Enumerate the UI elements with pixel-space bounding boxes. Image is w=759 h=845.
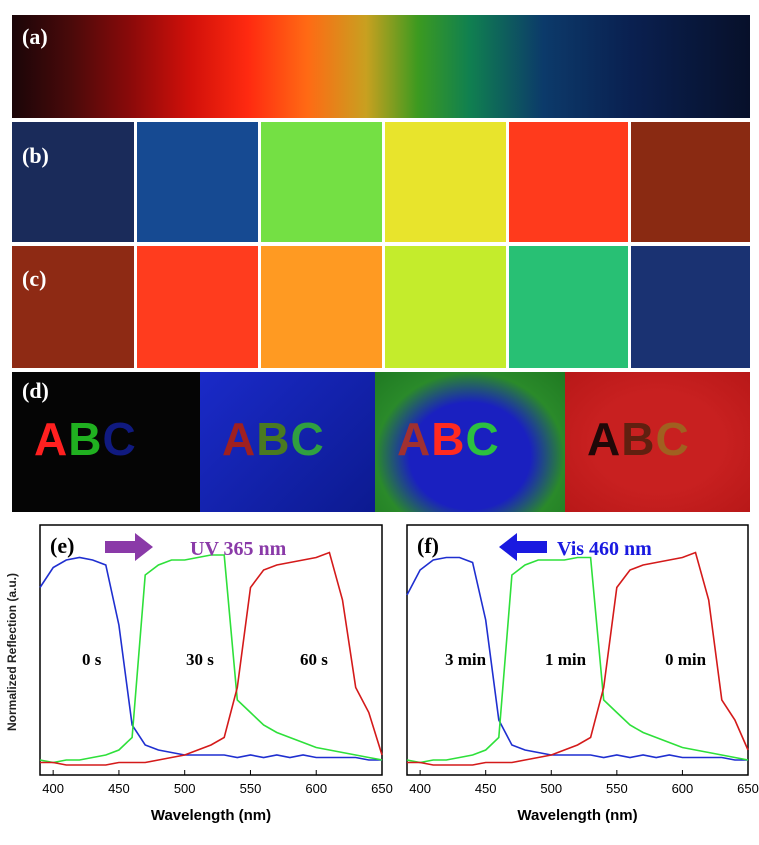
swatch [509,246,628,368]
letter: A [222,413,257,465]
panel-a [12,15,750,118]
photo: ABC [12,372,200,512]
x-tick-label: 450 [108,781,130,796]
plot-frame [406,524,749,776]
letters: ABC [34,412,137,466]
letter: C [655,413,690,465]
x-tick-label: 550 [606,781,628,796]
photo: ABC [200,372,375,512]
swatch [385,246,506,368]
arrow-label: UV 365 nm [190,538,287,560]
letter: A [34,413,69,465]
swatch [631,246,750,368]
annotation: 30 s [186,650,214,669]
letter: C [102,413,137,465]
letter: A [587,413,622,465]
panel-label: (c) [22,266,47,291]
line-series [406,556,749,764]
swatch [12,122,134,242]
x-tick-label: 600 [305,781,327,796]
line-series [39,554,383,764]
letter: B [68,413,103,465]
arrow-label: Vis 460 nm [557,538,652,560]
x-tick-label: 500 [540,781,562,796]
swatch [12,246,134,368]
letter: B [256,413,291,465]
x-axis-label: Wavelength (nm) [151,807,271,824]
x-tick-label: 600 [672,781,694,796]
letter: C [290,413,325,465]
arrow [499,533,547,561]
panel-label: (f) [417,533,439,558]
annotation: 0 s [82,650,102,669]
letters: ABC [587,412,690,466]
panel-label: (e) [50,533,74,558]
letters: ABC [397,412,500,466]
line-series [39,556,382,761]
x-tick-label: 500 [174,781,196,796]
panel-label: (d) [22,378,49,403]
photo: ABC [565,372,750,512]
letter: A [397,413,432,465]
plot-frame [39,524,383,776]
swatch [137,122,258,242]
letter: B [621,413,656,465]
annotation: 3 min [445,650,487,669]
swatch [261,122,382,242]
letter: B [431,413,466,465]
letters: ABC [222,412,325,466]
line-series [40,551,383,766]
swatch [261,246,382,368]
swatch [137,246,258,368]
panel-label: (a) [22,24,48,49]
annotation: 1 min [545,650,587,669]
x-tick-label: 400 [42,781,64,796]
x-tick-label: 450 [475,781,497,796]
line-series [407,551,749,766]
annotation: 60 s [300,650,328,669]
x-tick-label: 650 [371,781,393,796]
arrow [105,533,153,561]
swatch [509,122,628,242]
line-series [406,556,748,761]
swatch [385,122,506,242]
x-tick-label: 400 [409,781,431,796]
x-tick-label: 650 [737,781,759,796]
y-axis-label: Normalized Reflection (a.u.) [5,573,19,731]
annotation: 0 min [665,650,707,669]
panel-label: (b) [22,143,49,168]
x-axis-label: Wavelength (nm) [517,807,637,824]
x-tick-label: 550 [240,781,262,796]
photo: ABC [375,372,565,512]
swatch [631,122,750,242]
letter: C [465,413,500,465]
